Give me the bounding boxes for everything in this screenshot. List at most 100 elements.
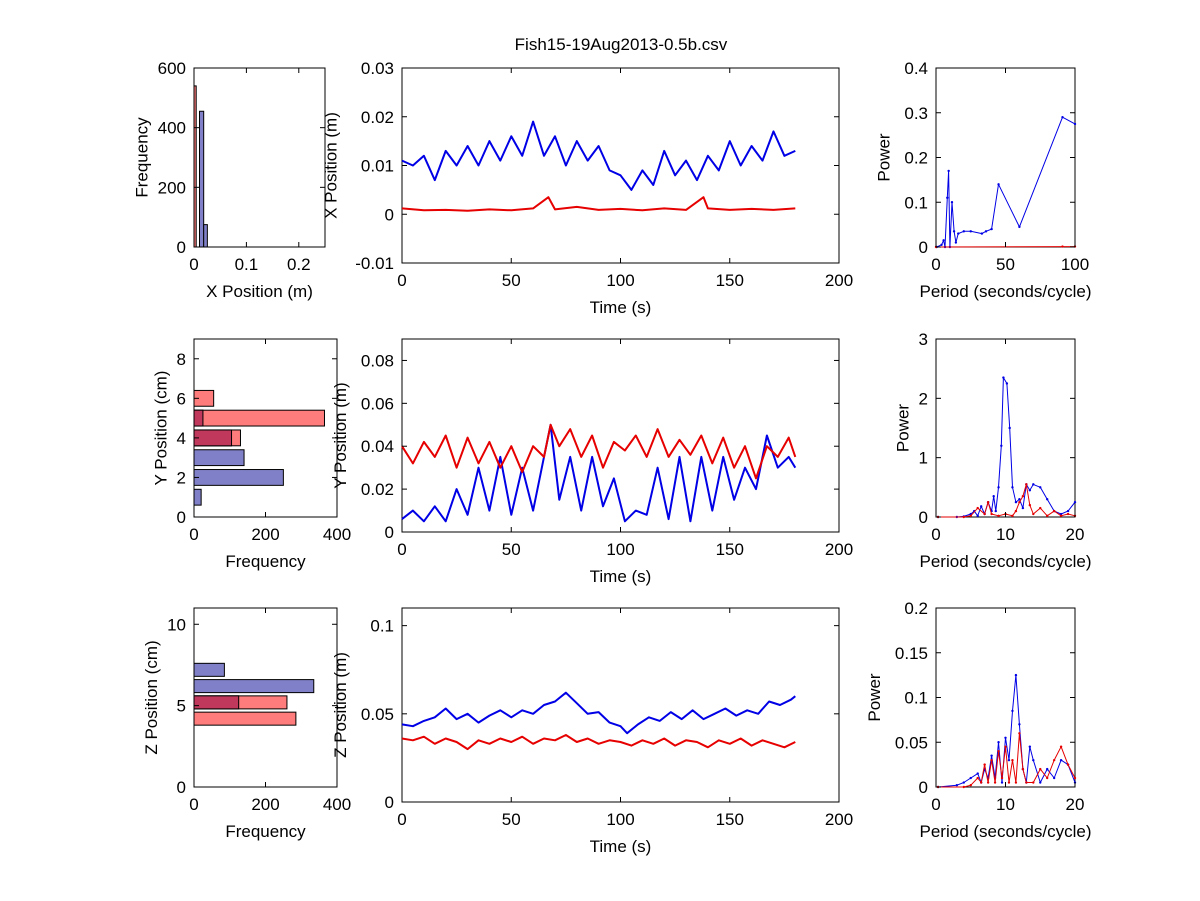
x_power-series-0-point-14	[984, 230, 988, 233]
z_power-series-1-point-9	[997, 750, 1000, 753]
y_power-series-1-point-11	[1018, 500, 1021, 504]
y_power-series-1-point-2	[969, 514, 972, 518]
y_power-series-1-point-6	[990, 512, 993, 516]
y_power-series-0-point-24	[1039, 486, 1042, 489]
y_power-plot-frame	[935, 338, 1076, 518]
x_power-series-0-point-19	[1073, 122, 1077, 126]
x_time-xtick-label-4: 200	[825, 271, 853, 290]
y_power-series-0-point-14	[1002, 376, 1005, 379]
y_time-ylabel: Y Position (m)	[331, 382, 350, 488]
y_hist-xtick-label-2: 400	[323, 525, 351, 544]
y_power-series-0-point-6	[979, 505, 983, 508]
z_power-series-0-point-21	[1039, 781, 1042, 784]
y_power-series-1-point-9	[1011, 514, 1014, 518]
z_hist-bar-0-2	[193, 662, 225, 677]
y_time-xlabel: Time (s)	[590, 567, 652, 586]
z_power-series-1-point-23	[1066, 763, 1070, 766]
x_hist-xtick-label-1: 0.1	[235, 255, 259, 274]
z_power-ylabel: Power	[865, 673, 884, 722]
x_power-series-0-point-18	[1061, 116, 1064, 119]
x_hist-ytick-label-2: 400	[158, 119, 186, 138]
x_time-ylabel: X Position (m)	[322, 112, 341, 219]
y_hist-bar-1-1	[193, 409, 325, 427]
y_power-series-0-point-27	[1059, 512, 1063, 516]
x_power-ytick-label-3: 0.3	[904, 104, 928, 123]
z_power-series-1-point-19	[1039, 767, 1042, 771]
x_power-ytick-label-0: 0	[919, 238, 928, 257]
x_time-plot-frame	[401, 67, 840, 264]
x_hist-ytick-label-0: 0	[177, 238, 186, 257]
x_hist-ytick-label-1: 200	[158, 178, 186, 197]
y_time-ytick-label-4: 0.08	[361, 351, 394, 370]
y_power-series-0-point-20	[1021, 506, 1025, 510]
y_hist-ytick-label-3: 6	[177, 389, 186, 408]
z_hist-ytick-label-0: 0	[177, 778, 186, 797]
x_power-series-0-point-10	[957, 232, 960, 235]
y_power-series-1-point-10	[1014, 509, 1018, 513]
y_hist-bar-0-2	[193, 449, 245, 467]
z_time-xtick-label-3: 150	[716, 810, 744, 829]
z_time-ytick-label-1: 0.05	[361, 705, 394, 724]
y_power-series-1-point-19	[1059, 514, 1063, 518]
z_time-series-0-line	[401, 691, 796, 735]
z_hist-ytick-label-1: 5	[177, 697, 186, 716]
z_time-xtick-label-2: 100	[606, 810, 634, 829]
x_time-ytick-label-2: 0.01	[361, 157, 394, 176]
y_time-ytick-label-0: 0	[385, 523, 394, 542]
y_time-ytick-label-2: 0.04	[361, 437, 394, 456]
y_power-series-1-point-14	[1028, 503, 1032, 507]
y_power-series-1-point-12	[1021, 495, 1025, 498]
x_power-ytick-label-1: 0.1	[904, 193, 928, 212]
y_power-series-0-point-15	[1005, 382, 1009, 385]
y_time-ytick-label-3: 0.06	[361, 394, 394, 413]
z_power-series-1-point-18	[1032, 781, 1035, 784]
z_power-series-0-point-3	[969, 776, 972, 780]
y_time-ytick-label-1: 0.02	[361, 480, 394, 499]
y_power-series-1-point-3	[976, 506, 979, 510]
z_hist-bar-0-1	[193, 679, 315, 694]
z_power-series-1-point-6	[986, 781, 990, 784]
y_power-series-1-point-7	[997, 514, 1000, 518]
x_time-xlabel: Time (s)	[590, 298, 652, 317]
y_hist-xtick-label-0: 0	[189, 525, 198, 544]
y_power-xtick-label-2: 20	[1066, 525, 1085, 544]
x_hist-xtick-label-2: 0.2	[287, 255, 311, 274]
z_power-series-0-point-2	[962, 781, 965, 784]
y_power-series-1-line	[938, 483, 1076, 518]
x_time-ytick-label-4: 0.03	[361, 59, 394, 78]
x_hist-bar-0-2	[203, 224, 208, 248]
z_hist-xtick-label-2: 400	[323, 795, 351, 814]
z_power-series-1-point-4	[979, 781, 983, 784]
z_power-series-0-point-13	[1007, 758, 1011, 762]
x_power-series-0-point-7	[950, 201, 954, 204]
y_power-series-0-point-12	[997, 486, 1000, 489]
z_hist-xlabel: Frequency	[225, 822, 306, 841]
z_power-series-1-point-11	[1004, 745, 1007, 748]
y_hist-bar-0-1	[193, 469, 284, 486]
z_time-plot-frame	[401, 607, 840, 803]
z_power-series-1-point-24	[1073, 776, 1077, 780]
x_hist-bar-0-1	[199, 110, 205, 248]
z_power-series-0-point-8	[990, 754, 993, 757]
z_power-series-0-point-23	[1052, 776, 1056, 780]
x_time-xtick-label-0: 0	[397, 271, 406, 290]
z_time-ylabel: Z Position (m)	[331, 652, 350, 758]
y_power-series-0-point-11	[994, 509, 997, 513]
y_hist-plot-frame	[193, 338, 338, 518]
y_power-xlabel: Period (seconds/cycle)	[920, 552, 1092, 571]
z_power-series-0-point-4	[976, 772, 979, 775]
y_power-ytick-label-0: 0	[919, 508, 928, 527]
z_power-series-1-point-16	[1021, 767, 1025, 771]
x_power-series-0-point-11	[962, 230, 965, 233]
x_power-ytick-label-4: 0.4	[904, 59, 928, 78]
y_hist-ytick-label-0: 0	[177, 508, 186, 527]
z_power-series-1-point-20	[1046, 776, 1049, 780]
x_hist-ytick-label-3: 600	[158, 59, 186, 78]
z_power-xtick-label-0: 0	[931, 795, 940, 814]
y_time-series-0-line	[401, 423, 797, 523]
z_power-series-1-point-15	[1018, 732, 1021, 735]
z_power-series-1-point-14	[1014, 781, 1018, 784]
x_power-series-0-point-1	[940, 243, 943, 246]
x_time-ytick-label-1: 0	[385, 205, 394, 224]
